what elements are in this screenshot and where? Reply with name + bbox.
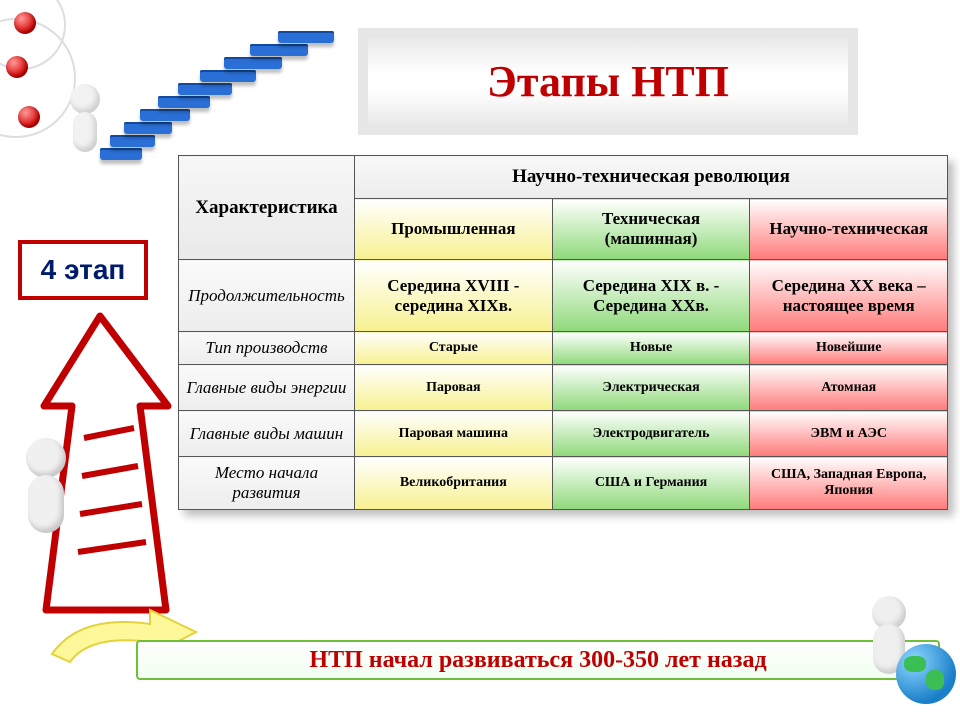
table-cell: Середина XVIII - середина XIXв. [354, 260, 552, 332]
figurine-ladder-icon [26, 438, 66, 533]
table-header-group-text: Научно-техническая революция [512, 166, 790, 187]
col-header-technical: Техническая (машинная) [552, 199, 750, 260]
arrow-ladder-illustration [0, 310, 200, 630]
row-label: Главные виды машин [179, 411, 355, 457]
table-header-group: Научно-техническая революция [354, 156, 947, 199]
table-cell: Старые [354, 332, 552, 365]
table-row: ПродолжительностьСередина XVIII - середи… [179, 260, 948, 332]
row-label: Главные виды энергии [179, 365, 355, 411]
figurine-climber-icon [70, 84, 100, 152]
table-cell: Электрическая [552, 365, 750, 411]
table-cell: Паровая машина [354, 411, 552, 457]
table-cell: США и Германия [552, 457, 750, 510]
table-cell: Новейшие [750, 332, 948, 365]
page-title: Этапы НТП [487, 57, 729, 106]
table-header-characteristic: Характеристика [179, 156, 355, 260]
table-row: Тип производствСтарыеНовыеНовейшие [179, 332, 948, 365]
table-cell: Атомная [750, 365, 948, 411]
table-cell: ЭВМ и АЭС [750, 411, 948, 457]
col-header-scientific: Научно-техническая [750, 199, 948, 260]
table-row: Главные виды машинПаровая машинаЭлектрод… [179, 411, 948, 457]
table-header-characteristic-text: Характеристика [195, 197, 337, 218]
row-label: Место начала развития [179, 457, 355, 510]
stage-box: 4 этап [18, 240, 148, 300]
footer-note-text: НТП начал развиваться 300-350 лет назад [309, 647, 766, 674]
table-cell: США, Западная Европа, Япония [750, 457, 948, 510]
table-cell: Середина XIX в. - Середина XXв. [552, 260, 750, 332]
row-label: Тип производств [179, 332, 355, 365]
page-title-plaque: Этапы НТП [358, 28, 858, 135]
table-cell: Новые [552, 332, 750, 365]
table-cell: Середина XX века – настоящее время [750, 260, 948, 332]
table-row: Место начала развитияВеликобританияСША и… [179, 457, 948, 510]
table-cell: Великобритания [354, 457, 552, 510]
col-header-industrial: Промышленная [354, 199, 552, 260]
table-cell: Электродвигатель [552, 411, 750, 457]
row-label: Продолжительность [179, 260, 355, 332]
table-cell: Паровая [354, 365, 552, 411]
table-row: Главные виды энергииПароваяЭлектрическая… [179, 365, 948, 411]
figurine-globe-icon [846, 594, 956, 714]
footer-note-bar: НТП начал развиваться 300-350 лет назад [136, 640, 940, 680]
stage-box-text: 4 этап [41, 254, 126, 286]
book-stairs-illustration [100, 0, 340, 160]
ntp-stages-table: Характеристика Научно-техническая револю… [178, 155, 948, 510]
